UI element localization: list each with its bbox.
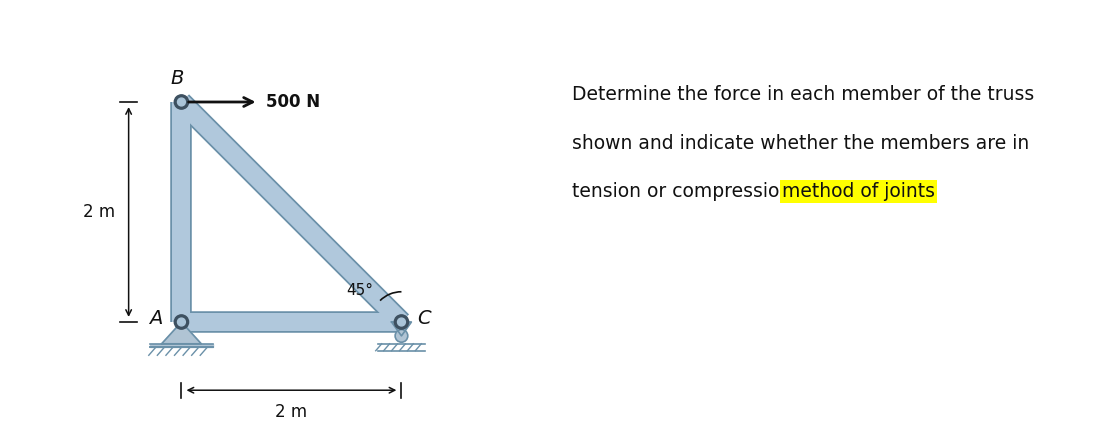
Polygon shape (150, 344, 213, 347)
Text: B: B (170, 69, 184, 88)
Text: .: . (912, 182, 918, 201)
Text: Determine the force in each member of the truss: Determine the force in each member of th… (572, 85, 1033, 104)
Polygon shape (392, 322, 412, 336)
Circle shape (178, 98, 185, 106)
Circle shape (397, 318, 405, 326)
Circle shape (394, 315, 408, 329)
Circle shape (174, 315, 189, 329)
Circle shape (395, 329, 407, 342)
Text: 2 m: 2 m (83, 203, 115, 221)
Text: tension or compression by: tension or compression by (572, 182, 826, 201)
Circle shape (178, 318, 185, 326)
Circle shape (174, 95, 189, 109)
Text: shown and indicate whether the members are in: shown and indicate whether the members a… (572, 134, 1029, 153)
Text: A: A (150, 309, 163, 328)
Text: 500 N: 500 N (266, 93, 321, 111)
Text: 2 m: 2 m (275, 403, 307, 421)
Text: method of joints: method of joints (783, 182, 936, 201)
Text: C: C (417, 309, 431, 328)
Text: 45°: 45° (346, 283, 373, 298)
Polygon shape (162, 322, 201, 344)
